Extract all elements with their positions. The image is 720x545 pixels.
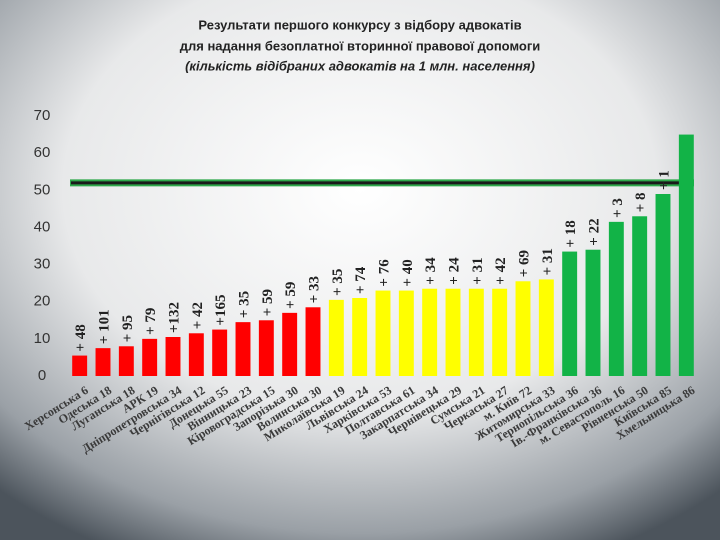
title-line: для надання безоплатної вторинної правов…	[180, 38, 541, 53]
annotation: +132	[166, 302, 182, 333]
bar	[118, 346, 134, 376]
y-tick-label: 40	[34, 218, 51, 235]
annotation: + 69	[516, 250, 532, 277]
bar	[608, 221, 624, 376]
annotation: +165	[213, 295, 229, 326]
annotation: + 40	[400, 259, 416, 286]
annotation: + 35	[330, 269, 346, 296]
y-tick-label: 10	[34, 330, 51, 347]
annotation: + 22	[586, 218, 602, 245]
annotation: + 76	[376, 259, 392, 287]
bar	[328, 299, 344, 376]
y-tick-label: 60	[34, 144, 51, 161]
bar	[352, 298, 368, 376]
bar	[282, 312, 298, 376]
bar	[212, 329, 228, 376]
bar	[72, 355, 88, 376]
bar	[95, 348, 111, 376]
bar	[562, 251, 578, 376]
title-line: Результати першого конкурсу з відбору ад…	[198, 17, 521, 32]
annotation: + 74	[353, 266, 369, 294]
y-tick-label: 50	[34, 181, 51, 198]
bar	[398, 290, 414, 376]
annotation: + 34	[423, 257, 439, 285]
bar	[468, 288, 484, 376]
bar	[165, 337, 181, 376]
annotation: + 35	[236, 291, 252, 318]
annotation: + 48	[73, 324, 89, 351]
annotation: + 33	[306, 276, 322, 303]
annotation: + 59	[283, 282, 299, 309]
bar	[235, 322, 251, 376]
annotation: + 3	[610, 198, 626, 218]
bar	[258, 320, 274, 376]
bar	[445, 288, 461, 376]
bar	[492, 288, 508, 376]
bar	[515, 281, 531, 376]
annotation: + 95	[120, 315, 136, 342]
annotation: + 31	[470, 257, 486, 284]
title: Результати першого конкурсу з відбору ад…	[180, 17, 541, 73]
bar	[585, 249, 601, 376]
annotation: + 31	[540, 248, 556, 275]
bar	[305, 307, 321, 376]
y-tick-label: 70	[34, 107, 51, 124]
annotation: + 8	[633, 192, 649, 212]
title-line: (кількість відібраних адвокатів на 1 млн…	[185, 58, 535, 73]
annotation: + 42	[493, 257, 509, 284]
annotation: + 59	[260, 289, 276, 316]
y-tick-label: 30	[34, 256, 51, 273]
annotation: + 18	[563, 220, 579, 247]
bar	[655, 194, 671, 376]
annotation: + 101	[96, 309, 112, 344]
y-tick-label: 20	[34, 293, 51, 310]
bar	[422, 288, 438, 376]
annotation: + 79	[143, 308, 159, 335]
bar	[538, 279, 554, 376]
annotation: + 24	[446, 257, 462, 285]
y-tick-label: 0	[38, 367, 46, 384]
bar	[678, 134, 694, 376]
bar	[142, 338, 158, 376]
annotation: + 42	[190, 302, 206, 329]
bar	[188, 333, 204, 376]
bar	[375, 290, 391, 376]
bar	[632, 216, 648, 376]
annotation: + 1	[656, 170, 672, 190]
